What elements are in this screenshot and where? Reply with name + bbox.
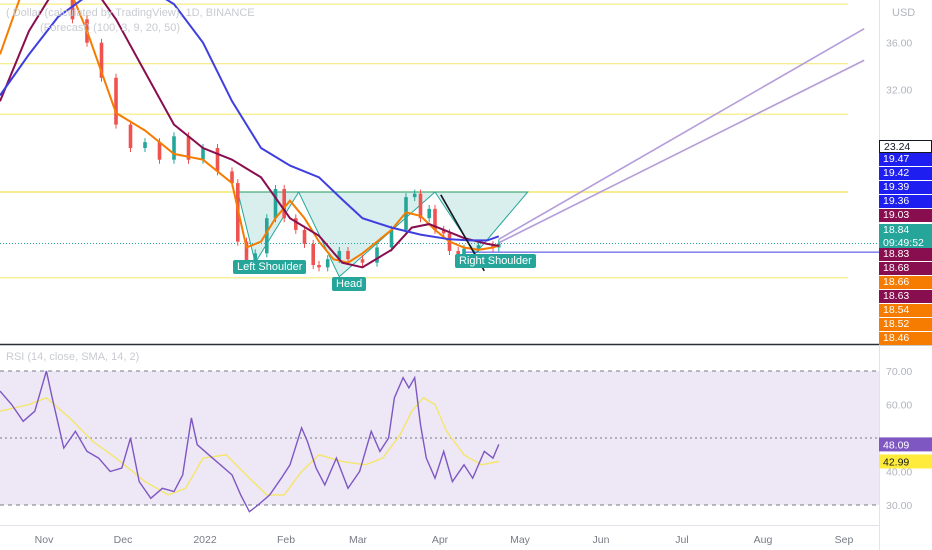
time-tick: Sep xyxy=(835,534,854,546)
rsi-ma-line xyxy=(0,396,499,496)
rsi-value-label: 42.99 xyxy=(883,456,909,468)
time-tick: Aug xyxy=(754,534,773,546)
price-label: 18.66 xyxy=(879,276,932,289)
candle-body xyxy=(346,250,350,260)
candle-body xyxy=(230,171,234,184)
countdown: 09:49:52 xyxy=(883,237,924,249)
candle-body xyxy=(99,42,104,78)
price-label: 18.54 xyxy=(879,304,932,317)
price-label: 18.63 xyxy=(879,290,932,303)
price-label: 18.52 xyxy=(879,318,932,331)
left-shoulder-label[interactable]: Left Shoulder xyxy=(233,260,307,274)
ma-fast-line xyxy=(0,0,500,264)
price-label: 18.68 xyxy=(879,262,932,275)
candle-body xyxy=(302,229,307,244)
candle-body xyxy=(375,247,379,263)
candle-body xyxy=(201,148,205,160)
candle-body xyxy=(360,259,365,263)
candle-body xyxy=(143,142,147,149)
candle-body xyxy=(418,193,423,219)
rsi-tick: 40.00 xyxy=(886,467,912,479)
time-tick: Feb xyxy=(277,534,295,546)
candle-body xyxy=(128,124,133,149)
current-price: 18.84 xyxy=(883,224,910,236)
candle-body xyxy=(389,229,394,248)
candle-body xyxy=(114,77,118,125)
right-shoulder-label[interactable]: Right Shoulder xyxy=(455,254,536,268)
rsi-value-label: 48.09 xyxy=(883,439,909,451)
title-prefix: ( xyxy=(6,7,10,19)
candle-body xyxy=(186,136,191,160)
price-tick: 32.00 xyxy=(886,85,912,97)
price-label: 19.47 xyxy=(879,153,932,166)
ma-slow-line xyxy=(0,0,500,242)
price-label: 23.24 xyxy=(879,140,932,153)
time-tick: 2022 xyxy=(193,534,217,546)
time-tick: Jun xyxy=(593,534,610,546)
price-label: 18.46 xyxy=(879,332,932,345)
candle-body xyxy=(244,241,249,266)
candle-body xyxy=(427,208,431,219)
current-price-box: 18.84 09:49:52 xyxy=(879,224,932,249)
price-tick: 36.00 xyxy=(886,38,912,50)
price-label: 19.42 xyxy=(879,167,932,180)
candle-body xyxy=(412,193,417,198)
candle-body xyxy=(337,250,342,260)
time-tick: Dec xyxy=(114,534,133,546)
title-details: (calculated by TradingView), 1D, BINANCE xyxy=(44,7,255,19)
candle-body xyxy=(273,188,278,219)
candle-body xyxy=(456,250,460,255)
price-label: 19.39 xyxy=(879,181,932,194)
projection-line xyxy=(498,27,865,240)
price-label: 19.36 xyxy=(879,195,932,208)
rsi-header: RSI (14, close, SMA, 14, 2) xyxy=(6,351,140,363)
rsi-tick: 70.00 xyxy=(886,366,912,378)
price-label: 18.83 xyxy=(879,248,932,261)
projection-line xyxy=(498,59,865,244)
candle-body xyxy=(476,245,481,249)
time-tick: Mar xyxy=(349,534,368,546)
candle-body xyxy=(253,253,257,266)
candle-body xyxy=(311,243,315,266)
chart-title: ( Dollar (calculated by TradingView), 1D… xyxy=(6,7,255,19)
rsi-value-bg xyxy=(879,454,932,469)
candle-body xyxy=(317,265,321,268)
candle-body xyxy=(157,142,162,160)
title-symbol: Dollar xyxy=(12,7,42,19)
rsi-tick: 60.00 xyxy=(886,400,912,412)
time-tick: Apr xyxy=(432,534,449,546)
price-label: 19.03 xyxy=(879,209,932,222)
currency-label: USD xyxy=(892,7,916,19)
price-tick: 40.00 xyxy=(886,0,912,3)
time-tick: Nov xyxy=(35,534,54,546)
candle-body xyxy=(265,218,269,254)
rsi-tick: 30.00 xyxy=(886,500,912,512)
candle-body xyxy=(294,218,298,230)
candle-body xyxy=(433,208,437,230)
main-pane-bg xyxy=(0,0,879,344)
time-tick: Jul xyxy=(675,534,688,546)
head-label[interactable]: Head xyxy=(332,277,367,291)
rsi-value-bg xyxy=(879,437,932,452)
candle-body xyxy=(491,245,495,248)
candle-body xyxy=(462,248,466,255)
candle-body xyxy=(282,188,286,219)
candle-body xyxy=(325,259,330,268)
candle-body xyxy=(70,0,75,20)
indicator-header: (Forecast) (100, 3, 9, 20, 50) xyxy=(40,22,181,34)
time-tick: May xyxy=(510,534,531,546)
candle-body xyxy=(215,148,220,172)
candle-body xyxy=(441,229,446,234)
ma-mid-line xyxy=(0,0,499,269)
candle-body xyxy=(172,136,176,160)
rsi-line xyxy=(0,370,500,513)
